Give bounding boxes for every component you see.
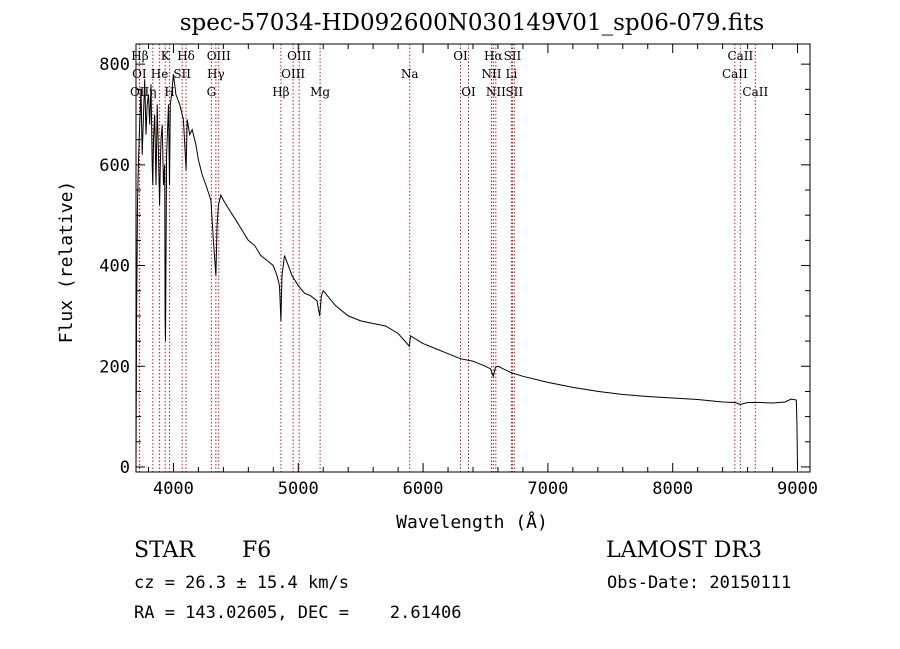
coordinates-text: RA = 143.02605, DEC = 2.61406	[134, 603, 462, 623]
y-tick-label: 800	[99, 55, 130, 75]
x-tick-label: 6000	[403, 479, 444, 499]
line-marker-layer	[138, 44, 756, 472]
line-annotation: CaII	[742, 85, 768, 99]
x-tick-label: 7000	[527, 479, 568, 499]
line-annotation: Hγ	[207, 67, 225, 81]
line-annotation: Hβ	[131, 49, 148, 63]
line-annotation: OI	[461, 85, 476, 99]
x-tick-label: 8000	[652, 479, 693, 499]
line-annotation: CaII	[727, 49, 753, 63]
line-annotation: Hβ	[272, 85, 289, 99]
x-axis-label: Wavelength (Å)	[396, 511, 548, 533]
chart-title: spec-57034-HD092600N030149V01_sp06-079.f…	[180, 10, 765, 36]
redshift-text: cz = 26.3 ± 15.4 km/s	[134, 573, 349, 593]
line-annotation: OIII	[207, 49, 231, 63]
obs-date-text: Obs-Date: 20150111	[607, 573, 792, 593]
line-annotation: OIII	[281, 67, 305, 81]
line-annotation: SII	[505, 85, 523, 99]
y-tick-label: 200	[99, 357, 130, 377]
y-axis-ticks: 0 200 400 600 800	[99, 55, 810, 478]
line-annotation: SII	[173, 67, 191, 81]
x-tick-label: 5000	[278, 479, 319, 499]
y-tick-label: 0	[120, 458, 130, 478]
line-annotation: CaII	[722, 67, 748, 81]
line-annotation: G	[207, 85, 217, 99]
line-annotation: NII	[481, 67, 501, 81]
line-annotation: OIII	[287, 49, 311, 63]
line-annotation: OI	[453, 49, 468, 63]
y-tick-label: 600	[99, 156, 130, 176]
line-annotation: SII	[504, 49, 522, 63]
line-annotation: OI	[132, 67, 147, 81]
survey-label: LAMOST DR3	[606, 538, 762, 563]
line-annotation: Li	[506, 67, 518, 81]
spectrum-line	[135, 74, 798, 468]
x-tick-label: 9000	[777, 479, 818, 499]
object-subclass: F6	[242, 538, 272, 563]
line-annotation: He	[151, 67, 169, 81]
line-annotation: Mg	[310, 85, 330, 99]
line-annotation: K	[161, 49, 171, 63]
line-annotation: Hδ	[177, 49, 195, 63]
x-tick-label: 4000	[153, 479, 194, 499]
line-annotation: η	[149, 85, 156, 99]
y-tick-label: 400	[99, 257, 130, 277]
plot-frame	[135, 43, 811, 473]
line-annotation: H	[164, 85, 174, 99]
line-annotation: OII	[130, 85, 150, 99]
object-type: STAR	[134, 538, 195, 563]
y-axis-label: Flux (relative)	[56, 181, 77, 344]
x-axis-ticks: 4000 5000 6000 7000 8000 9000	[147, 44, 818, 499]
line-annotation: Na	[401, 67, 419, 81]
line-annotation: Hα	[484, 49, 503, 63]
line-annotation: NII	[486, 85, 506, 99]
